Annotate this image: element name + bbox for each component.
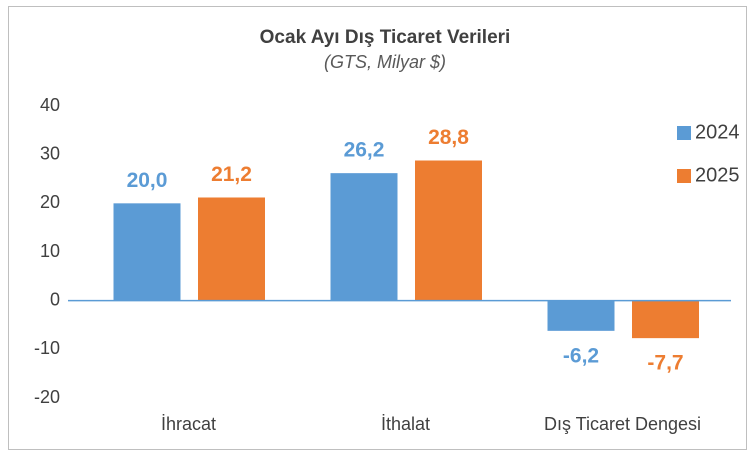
y-tick-label: 10 <box>40 241 60 261</box>
y-tick-label: -20 <box>34 387 60 407</box>
y-tick-label: 40 <box>40 95 60 115</box>
y-tick-label: 20 <box>40 192 60 212</box>
value-label: -7,7 <box>647 352 683 375</box>
x-tick-label: İthalat <box>381 414 430 434</box>
value-label: 28,8 <box>428 126 469 149</box>
legend-swatch <box>677 169 691 183</box>
bar <box>632 300 699 339</box>
x-tick-label: Dış Ticaret Dengesi <box>544 414 701 434</box>
x-tick-label: İhracat <box>161 414 216 434</box>
value-label: -6,2 <box>563 344 599 367</box>
legend-swatch <box>677 126 691 140</box>
legend-label: 2024 <box>695 121 740 143</box>
y-tick-label: 0 <box>50 289 60 309</box>
bar <box>113 203 181 301</box>
value-label: 26,2 <box>344 139 385 162</box>
value-label: 20,0 <box>127 169 168 192</box>
bar <box>415 160 482 301</box>
y-tick-label: -10 <box>34 338 60 358</box>
bar <box>547 300 615 331</box>
legend-label: 2025 <box>695 164 740 186</box>
bar <box>330 173 398 301</box>
y-tick-label: 30 <box>40 143 60 163</box>
chart-title: Ocak Ayı Dış Ticaret Verileri <box>260 27 511 48</box>
value-label: 21,2 <box>211 163 252 186</box>
chart-subtitle: (GTS, Milyar $) <box>324 52 446 72</box>
bar <box>198 197 265 301</box>
